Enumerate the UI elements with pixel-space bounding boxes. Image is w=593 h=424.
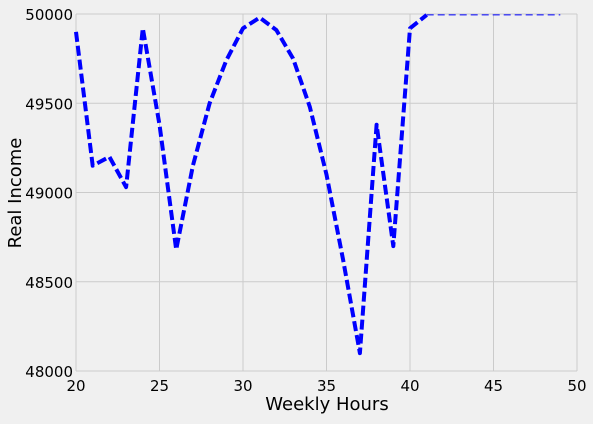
x-axis-label: Weekly Hours	[265, 394, 388, 415]
y-tick-label: 48000	[25, 363, 73, 381]
y-axis-label: Real Income	[5, 138, 26, 249]
tick-labels: 20 25 30 35 40 45 50 48000 48500 49000 49500 50000	[25, 6, 586, 395]
series-lines	[74, 13, 561, 356]
x-tick-label: 50	[567, 377, 586, 395]
y-tick-label: 50000	[25, 6, 73, 24]
x-tick-label: 30	[233, 377, 252, 395]
series-line-1	[74, 13, 428, 356]
x-tick-label: 35	[317, 377, 336, 395]
x-tick-label: 40	[400, 377, 419, 395]
x-tick-label: 20	[66, 377, 85, 395]
y-tick-label: 49000	[25, 185, 73, 203]
y-tick-label: 49500	[25, 95, 73, 113]
x-tick-label: 45	[484, 377, 503, 395]
grid-lines	[75, 13, 578, 372]
x-tick-label: 25	[150, 377, 169, 395]
y-tick-label: 48500	[25, 274, 73, 292]
